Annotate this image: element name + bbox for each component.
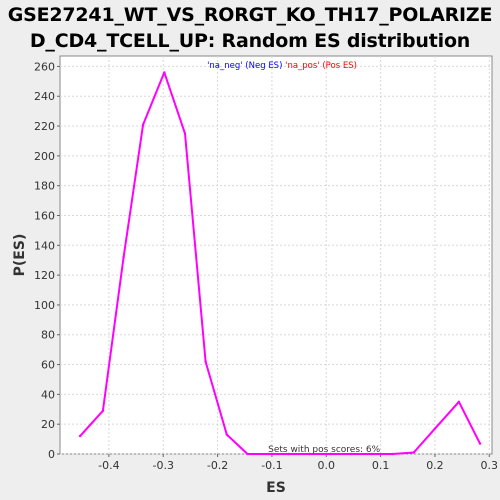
- chart-title-line-2: D_CD4_TCELL_UP: Random ES distribution: [29, 30, 471, 52]
- y-tick-label: 60: [41, 359, 55, 372]
- y-tick-label: 160: [34, 209, 55, 222]
- chart-title-line-1: GSE27241_WT_VS_RORGT_KO_TH17_POLARIZE: [7, 4, 493, 26]
- data-point: [308, 452, 311, 456]
- y-tick-label: 40: [41, 388, 55, 401]
- data-point: [391, 452, 394, 456]
- data-point: [433, 427, 437, 430]
- y-tick-label: 220: [34, 120, 55, 133]
- data-point: [78, 434, 82, 438]
- y-axis-ticks: 0 20 40 60 80 100 120 140 160 180 200 220 240 260: [34, 60, 60, 461]
- pos-scores-annotation: Sets with pos scores: 6%: [268, 445, 381, 455]
- y-tick-label: 240: [34, 90, 55, 103]
- y-tick-label: 200: [34, 150, 55, 163]
- x-tick-label: -0.1: [261, 459, 282, 472]
- plot-area: [59, 55, 493, 455]
- y-tick-label: 20: [41, 418, 55, 431]
- data-point: [225, 433, 229, 436]
- data-point: [478, 442, 482, 445]
- legend-item: 'na_neg' (Neg ES): [207, 61, 282, 71]
- data-point: [350, 452, 353, 456]
- data-point: [246, 452, 249, 456]
- y-tick-label: 100: [34, 299, 55, 312]
- y-tick-label: 0: [48, 448, 55, 461]
- x-tick-label: 0.0: [318, 459, 336, 472]
- y-tick-label: 260: [34, 60, 55, 73]
- y-axis-label: P(ES): [12, 234, 28, 277]
- data-point: [204, 360, 207, 363]
- x-tick-label: -0.2: [207, 459, 228, 472]
- x-tick-label: -0.3: [153, 459, 174, 472]
- y-tick-label: 140: [34, 239, 55, 252]
- chart-title: GSE27241_WT_VS_RORGT_KO_TH17_POLARIZE D_…: [0, 2, 500, 54]
- x-tick-label: 0.3: [481, 459, 499, 472]
- data-point: [329, 452, 332, 456]
- data-point: [141, 123, 145, 126]
- x-axis-label: ES: [266, 480, 286, 496]
- x-axis-ticks: -0.4 -0.3 -0.2 -0.1 0.0 0.1 0.2 0.3: [98, 454, 498, 472]
- x-tick-label: -0.4: [98, 459, 119, 472]
- legend-item: 'na_pos' (Pos ES): [282, 61, 357, 71]
- data-point: [287, 452, 290, 456]
- y-tick-label: 180: [34, 180, 55, 193]
- data-point: [457, 400, 461, 404]
- data-point: [412, 451, 415, 454]
- grid-lines: [60, 56, 492, 455]
- data-point: [122, 256, 125, 259]
- data-point: [370, 452, 374, 456]
- x-tick-label: 0.1: [372, 459, 390, 472]
- data-point: [183, 132, 187, 135]
- series-layer: [78, 71, 482, 456]
- y-tick-label: 80: [41, 329, 55, 342]
- data-point: [163, 71, 166, 74]
- y-tick-label: 120: [34, 269, 55, 282]
- data-point: [266, 452, 270, 456]
- x-tick-label: 0.2: [426, 459, 444, 472]
- series-line: [79, 71, 481, 455]
- data-point: [101, 409, 105, 412]
- legend: 'na_neg' (Neg ES) 'na_pos' (Pos ES): [207, 61, 357, 71]
